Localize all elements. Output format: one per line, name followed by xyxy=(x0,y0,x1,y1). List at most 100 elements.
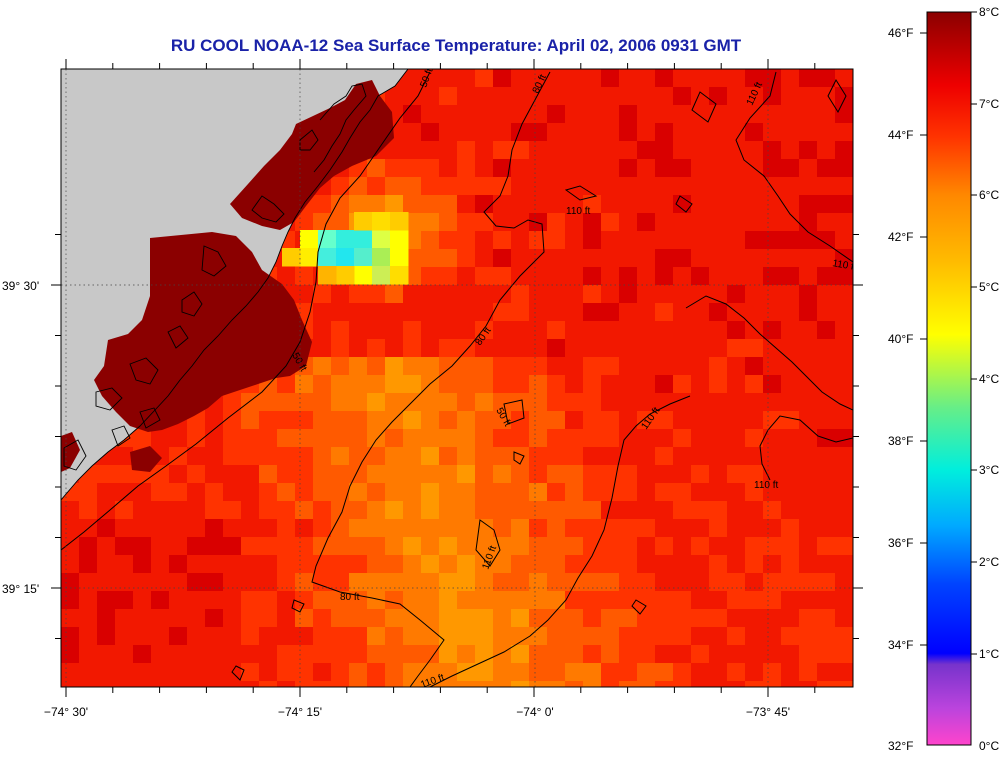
sst-cell xyxy=(637,285,656,304)
map-title: RU COOL NOAA-12 Sea Surface Temperature:… xyxy=(170,36,742,55)
sst-cell xyxy=(115,627,134,646)
sst-cell xyxy=(691,609,710,628)
sst-cell xyxy=(763,177,782,196)
sst-cell xyxy=(565,231,584,250)
sst-cell xyxy=(673,429,692,448)
sst-cell xyxy=(601,393,620,412)
sst-cell xyxy=(673,285,692,304)
sst-cell xyxy=(97,483,116,502)
sst-cell xyxy=(547,663,566,682)
sst-cell xyxy=(259,393,278,412)
sst-cell xyxy=(313,483,332,502)
sst-cell xyxy=(547,303,566,322)
sst-cell xyxy=(547,645,566,664)
sst-cell xyxy=(259,645,278,664)
sst-cell xyxy=(115,447,134,466)
sst-cell xyxy=(655,411,674,430)
sst-cell xyxy=(709,195,728,214)
sst-cell xyxy=(655,573,674,592)
sst-cell xyxy=(763,267,782,286)
sst-cell xyxy=(763,87,782,106)
sst-cell xyxy=(390,230,409,249)
sst-cell xyxy=(763,573,782,592)
sst-cell xyxy=(300,248,319,267)
sst-cell xyxy=(241,681,260,687)
sst-cell xyxy=(241,663,260,682)
sst-cell xyxy=(223,609,242,628)
sst-cell xyxy=(259,465,278,484)
sst-cell xyxy=(637,159,656,178)
sst-cell xyxy=(763,231,782,250)
sst-cell xyxy=(493,591,512,610)
sst-cell xyxy=(799,537,818,556)
sst-cell xyxy=(241,591,260,610)
sst-cell xyxy=(79,483,98,502)
sst-cell xyxy=(421,393,440,412)
sst-cell xyxy=(97,555,116,574)
sst-cell xyxy=(691,249,710,268)
sst-cell xyxy=(457,69,476,88)
sst-cell xyxy=(547,141,566,160)
sst-cell xyxy=(115,663,134,682)
sst-cell xyxy=(727,429,746,448)
sst-cell xyxy=(565,357,584,376)
sst-cell xyxy=(511,213,530,232)
sst-cell xyxy=(655,465,674,484)
sst-cell xyxy=(727,627,746,646)
sst-cell xyxy=(331,411,350,430)
sst-cell xyxy=(547,69,566,88)
coastline xyxy=(61,69,409,501)
sst-cell xyxy=(619,393,638,412)
sst-cell xyxy=(151,681,170,687)
sst-cell xyxy=(745,447,764,466)
sst-cell xyxy=(763,141,782,160)
sst-cell xyxy=(385,519,404,538)
sst-cell xyxy=(529,267,548,286)
sst-cell xyxy=(817,321,836,340)
sst-cell xyxy=(295,213,314,232)
sst-cell xyxy=(619,69,638,88)
sst-cell xyxy=(637,213,656,232)
sst-cell xyxy=(601,501,620,520)
sst-cell xyxy=(349,321,368,340)
sst-cell xyxy=(331,483,350,502)
sst-cell xyxy=(745,411,764,430)
sst-cell xyxy=(583,573,602,592)
sst-cell xyxy=(421,177,440,196)
sst-cell xyxy=(709,645,728,664)
sst-cell xyxy=(547,573,566,592)
sst-cell xyxy=(565,393,584,412)
sst-cell xyxy=(565,87,584,106)
sst-cell xyxy=(169,645,188,664)
sst-cell xyxy=(457,519,476,538)
sst-cell xyxy=(691,447,710,466)
sst-cell xyxy=(781,591,800,610)
sst-cell xyxy=(601,447,620,466)
sst-cell xyxy=(403,501,422,520)
sst-cell xyxy=(439,195,458,214)
sst-cell xyxy=(565,627,584,646)
sst-cell xyxy=(691,573,710,592)
sst-cell xyxy=(691,519,710,538)
sst-cell xyxy=(835,483,853,502)
sst-cell xyxy=(385,87,404,106)
sst-cell xyxy=(529,519,548,538)
sst-cell xyxy=(691,357,710,376)
sst-cell xyxy=(367,465,386,484)
sst-cell xyxy=(745,465,764,484)
sst-cell xyxy=(151,429,170,448)
longitude-label: −74° 0' xyxy=(516,705,554,719)
sst-cell xyxy=(781,537,800,556)
sst-cell xyxy=(565,681,584,687)
sst-cell xyxy=(475,537,494,556)
sst-cell xyxy=(295,663,314,682)
sst-cell xyxy=(331,213,350,232)
sst-cell xyxy=(835,177,853,196)
sst-cell xyxy=(763,159,782,178)
sst-cell xyxy=(457,285,476,304)
sst-cell xyxy=(421,681,440,687)
sst-cell xyxy=(61,663,80,682)
sst-cell xyxy=(637,303,656,322)
sst-cell xyxy=(529,627,548,646)
sst-cell xyxy=(354,248,373,267)
